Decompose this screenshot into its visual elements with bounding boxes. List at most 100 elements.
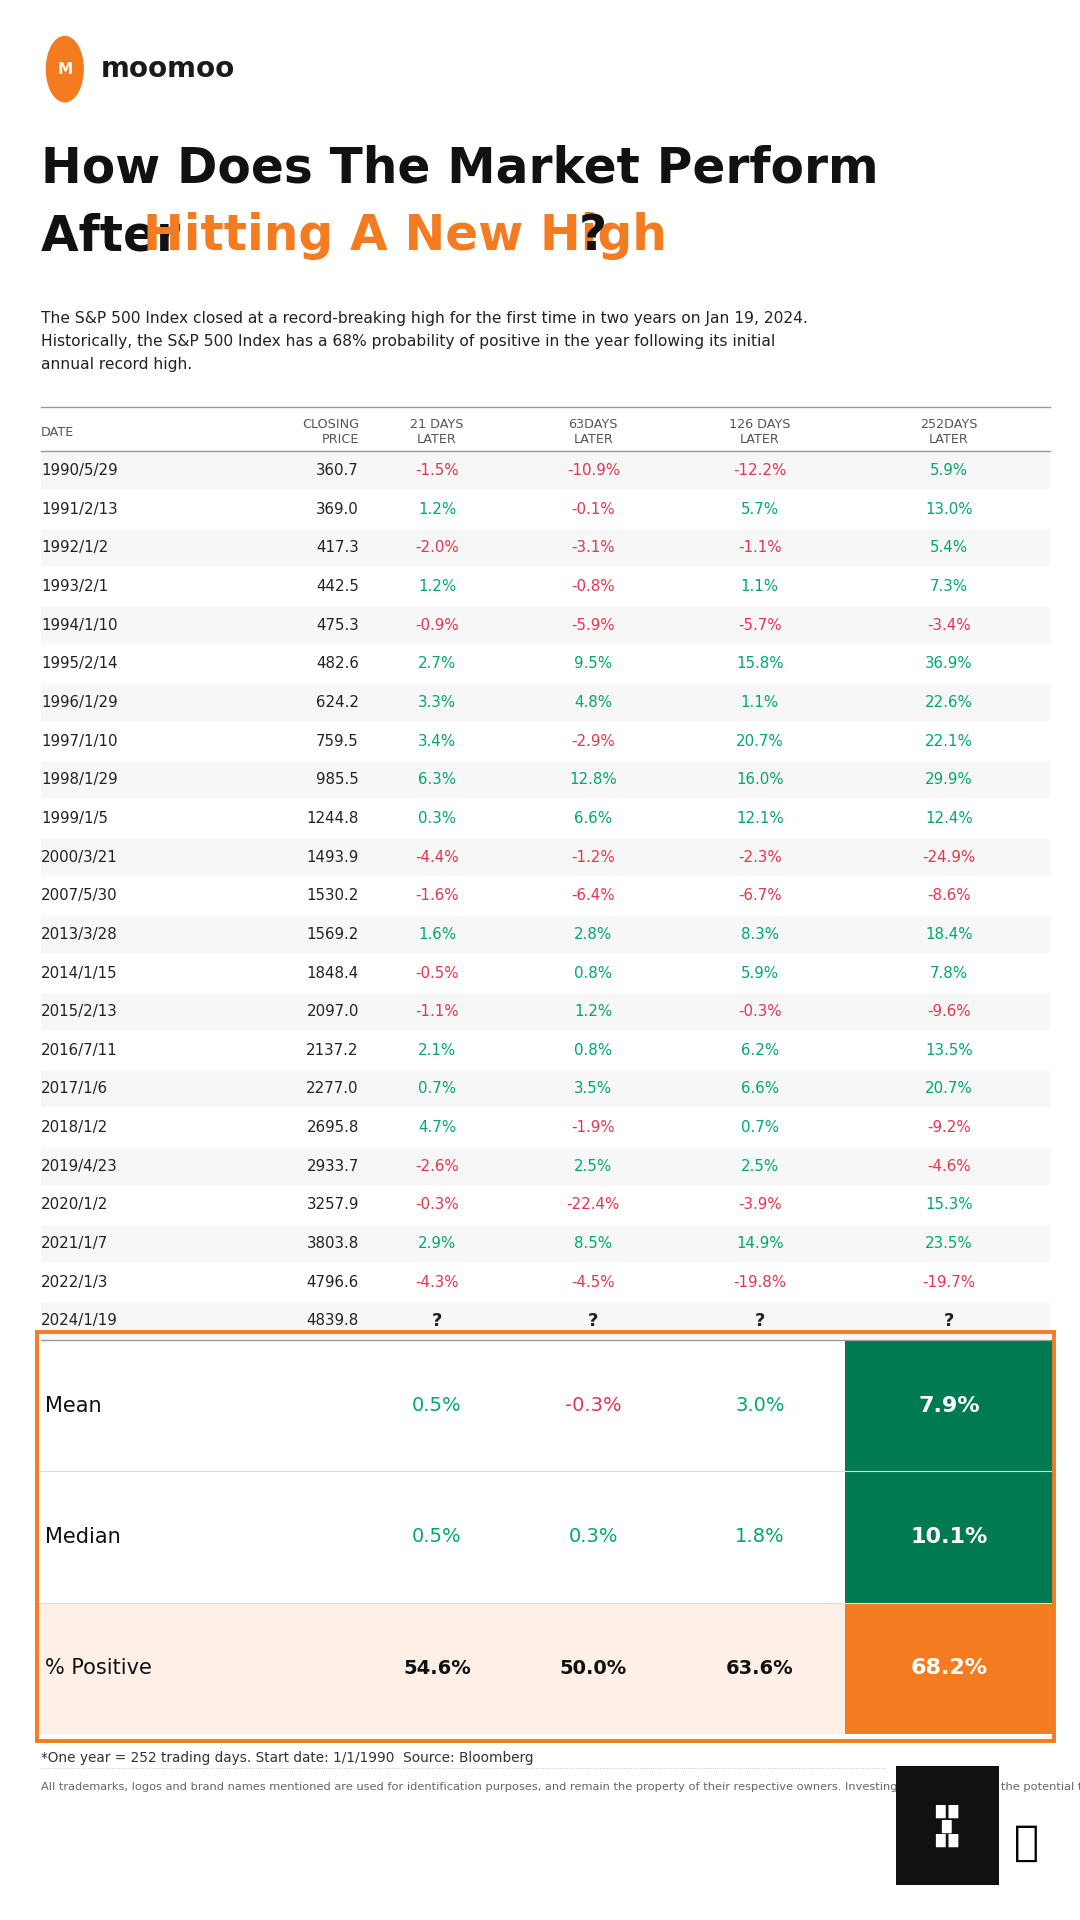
- Text: 12.8%: 12.8%: [569, 772, 617, 787]
- Text: 4796.6: 4796.6: [307, 1275, 359, 1290]
- Text: 15.3%: 15.3%: [926, 1198, 973, 1212]
- Text: 3803.8: 3803.8: [307, 1236, 359, 1252]
- Text: 16.0%: 16.0%: [735, 772, 784, 787]
- FancyBboxPatch shape: [41, 684, 1050, 722]
- Text: 4.8%: 4.8%: [575, 695, 612, 710]
- Text: 8.5%: 8.5%: [575, 1236, 612, 1252]
- Text: M: M: [57, 61, 72, 77]
- Text: 1.2%: 1.2%: [575, 1004, 612, 1020]
- Text: 1.2%: 1.2%: [418, 580, 456, 593]
- Text: 1990/5/29: 1990/5/29: [41, 463, 118, 478]
- Text: 7.8%: 7.8%: [930, 966, 968, 981]
- Text: 2013/3/28: 2013/3/28: [41, 927, 118, 943]
- Text: 6.6%: 6.6%: [741, 1081, 779, 1096]
- Text: -10.9%: -10.9%: [567, 463, 620, 478]
- Text: 🐯: 🐯: [1013, 1822, 1039, 1864]
- Text: -22.4%: -22.4%: [567, 1198, 620, 1212]
- FancyBboxPatch shape: [41, 530, 1050, 566]
- Text: -0.3%: -0.3%: [565, 1396, 622, 1415]
- Text: 624.2: 624.2: [315, 695, 359, 710]
- Text: -19.7%: -19.7%: [922, 1275, 975, 1290]
- Text: 0.5%: 0.5%: [413, 1528, 462, 1546]
- Text: 1993/2/1: 1993/2/1: [41, 580, 108, 593]
- Text: 0.3%: 0.3%: [418, 810, 456, 826]
- Text: 21 DAYS
LATER: 21 DAYS LATER: [410, 419, 463, 445]
- Text: 126 DAYS
LATER: 126 DAYS LATER: [729, 419, 791, 445]
- Text: 12.4%: 12.4%: [924, 810, 973, 826]
- Text: 442.5: 442.5: [316, 580, 359, 593]
- Text: -5.7%: -5.7%: [738, 618, 782, 634]
- FancyBboxPatch shape: [41, 760, 1050, 799]
- Text: 1.6%: 1.6%: [418, 927, 456, 943]
- Text: 22.6%: 22.6%: [924, 695, 973, 710]
- Text: 1998/1/29: 1998/1/29: [41, 772, 118, 787]
- FancyBboxPatch shape: [41, 607, 1050, 643]
- Text: The S&P 500 Index closed at a record-breaking high for the first time in two yea: The S&P 500 Index closed at a record-bre…: [41, 311, 808, 372]
- Text: 2015/2/13: 2015/2/13: [41, 1004, 118, 1020]
- Text: 2021/1/7: 2021/1/7: [41, 1236, 108, 1252]
- FancyBboxPatch shape: [845, 1340, 1054, 1471]
- Text: -0.8%: -0.8%: [571, 580, 616, 593]
- Text: -3.4%: -3.4%: [927, 618, 971, 634]
- Text: ?: ?: [579, 213, 607, 261]
- Text: 2.9%: 2.9%: [418, 1236, 456, 1252]
- Text: -0.3%: -0.3%: [415, 1198, 459, 1212]
- Text: 13.0%: 13.0%: [926, 501, 973, 516]
- Text: 482.6: 482.6: [316, 657, 359, 672]
- Text: 1.8%: 1.8%: [735, 1528, 784, 1546]
- Text: DATE: DATE: [41, 426, 75, 438]
- Text: -4.5%: -4.5%: [571, 1275, 616, 1290]
- FancyBboxPatch shape: [41, 451, 1050, 490]
- Text: CLOSING
PRICE: CLOSING PRICE: [301, 419, 359, 445]
- Text: -19.8%: -19.8%: [733, 1275, 786, 1290]
- Text: -8.6%: -8.6%: [927, 889, 971, 902]
- Text: 0.5%: 0.5%: [413, 1396, 462, 1415]
- Text: ?: ?: [589, 1311, 598, 1331]
- Text: 2.1%: 2.1%: [418, 1043, 456, 1058]
- FancyBboxPatch shape: [896, 1766, 999, 1885]
- Text: 2000/3/21: 2000/3/21: [41, 849, 118, 864]
- Text: 1996/1/29: 1996/1/29: [41, 695, 118, 710]
- Text: 417.3: 417.3: [316, 540, 359, 555]
- Text: 18.4%: 18.4%: [926, 927, 973, 943]
- Text: 360.7: 360.7: [316, 463, 359, 478]
- Text: Median: Median: [45, 1526, 121, 1548]
- FancyBboxPatch shape: [41, 993, 1050, 1031]
- Text: 0.7%: 0.7%: [741, 1119, 779, 1135]
- Text: 50.0%: 50.0%: [559, 1659, 626, 1678]
- Text: 1995/2/14: 1995/2/14: [41, 657, 118, 672]
- Text: -24.9%: -24.9%: [922, 849, 975, 864]
- Text: *One year = 252 trading days. Start date: 1/1/1990  Source: Bloomberg: *One year = 252 trading days. Start date…: [41, 1751, 534, 1764]
- Text: 0.8%: 0.8%: [575, 1043, 612, 1058]
- Text: 2277.0: 2277.0: [307, 1081, 359, 1096]
- Text: -5.9%: -5.9%: [571, 618, 616, 634]
- Text: 22.1%: 22.1%: [924, 733, 973, 749]
- Text: 3.5%: 3.5%: [575, 1081, 612, 1096]
- Text: 1991/2/13: 1991/2/13: [41, 501, 118, 516]
- Text: 63.6%: 63.6%: [726, 1659, 794, 1678]
- Text: 14.9%: 14.9%: [735, 1236, 784, 1252]
- FancyBboxPatch shape: [845, 1603, 1054, 1734]
- Text: Hitting A New High: Hitting A New High: [143, 213, 666, 261]
- Text: -2.0%: -2.0%: [415, 540, 459, 555]
- Text: 68.2%: 68.2%: [910, 1659, 987, 1678]
- Text: 2.7%: 2.7%: [418, 657, 456, 672]
- Text: 20.7%: 20.7%: [735, 733, 784, 749]
- Text: 985.5: 985.5: [316, 772, 359, 787]
- Text: 1.2%: 1.2%: [418, 501, 456, 516]
- Text: 20.7%: 20.7%: [924, 1081, 973, 1096]
- Text: 2.5%: 2.5%: [575, 1160, 612, 1173]
- Text: -9.6%: -9.6%: [927, 1004, 971, 1020]
- Circle shape: [46, 36, 83, 102]
- Text: 2018/1/2: 2018/1/2: [41, 1119, 108, 1135]
- Text: 36.9%: 36.9%: [926, 657, 973, 672]
- Text: Mean: Mean: [45, 1396, 102, 1415]
- Text: 5.7%: 5.7%: [741, 501, 779, 516]
- Text: 2.8%: 2.8%: [575, 927, 612, 943]
- Text: 0.7%: 0.7%: [418, 1081, 456, 1096]
- Text: 1999/1/5: 1999/1/5: [41, 810, 108, 826]
- Text: ?: ?: [755, 1311, 765, 1331]
- Text: 5.9%: 5.9%: [741, 966, 779, 981]
- Text: ?: ?: [944, 1311, 954, 1331]
- Text: 2014/1/15: 2014/1/15: [41, 966, 118, 981]
